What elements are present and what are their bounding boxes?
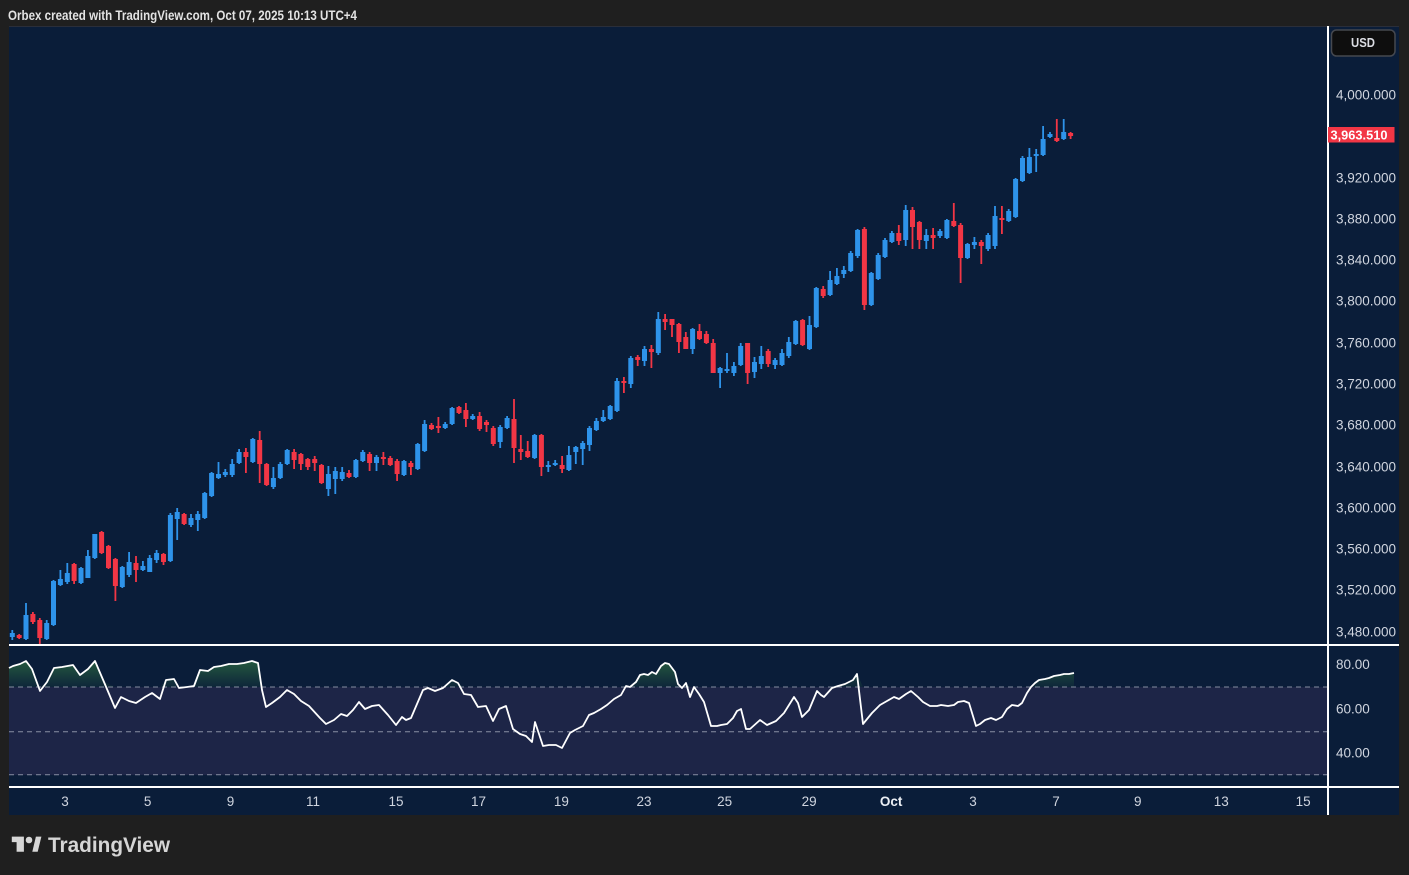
svg-text:17: 17: [471, 794, 486, 809]
svg-text:25: 25: [717, 794, 732, 809]
svg-text:3,880.000: 3,880.000: [1336, 212, 1396, 227]
svg-text:60.00: 60.00: [1336, 701, 1370, 716]
svg-text:USD: USD: [1351, 35, 1375, 50]
svg-text:19: 19: [554, 794, 569, 809]
svg-text:3,800.000: 3,800.000: [1336, 294, 1396, 309]
svg-text:3,760.000: 3,760.000: [1336, 336, 1396, 351]
svg-text:3,520.000: 3,520.000: [1336, 583, 1396, 598]
svg-text:3,840.000: 3,840.000: [1336, 253, 1396, 268]
svg-text:3: 3: [969, 794, 977, 809]
svg-text:3,600.000: 3,600.000: [1336, 501, 1396, 516]
svg-text:15: 15: [388, 794, 403, 809]
svg-text:Oct: Oct: [880, 794, 903, 809]
svg-text:4,000.000: 4,000.000: [1336, 88, 1396, 103]
svg-text:3,480.000: 3,480.000: [1336, 625, 1396, 640]
svg-text:3,680.000: 3,680.000: [1336, 418, 1396, 433]
svg-text:3,640.000: 3,640.000: [1336, 460, 1396, 475]
svg-text:TradingView: TradingView: [48, 833, 170, 857]
svg-text:3,560.000: 3,560.000: [1336, 542, 1396, 557]
svg-text:11: 11: [306, 794, 320, 809]
svg-text:3,720.000: 3,720.000: [1336, 377, 1396, 392]
svg-text:9: 9: [227, 794, 235, 809]
svg-text:5: 5: [144, 794, 152, 809]
svg-text:3,963.510: 3,963.510: [1331, 128, 1388, 143]
svg-text:3: 3: [61, 794, 69, 809]
svg-text:3,920.000: 3,920.000: [1336, 171, 1396, 186]
svg-text:40.00: 40.00: [1336, 745, 1370, 760]
svg-text:Orbex created with TradingView: Orbex created with TradingView.com, Oct …: [8, 7, 357, 23]
svg-text:80.00: 80.00: [1336, 657, 1370, 672]
svg-text:7: 7: [1052, 794, 1060, 809]
svg-text:13: 13: [1214, 794, 1229, 809]
svg-text:15: 15: [1296, 794, 1311, 809]
svg-text:29: 29: [802, 794, 817, 809]
svg-text:9: 9: [1134, 794, 1142, 809]
svg-text:23: 23: [636, 794, 651, 809]
